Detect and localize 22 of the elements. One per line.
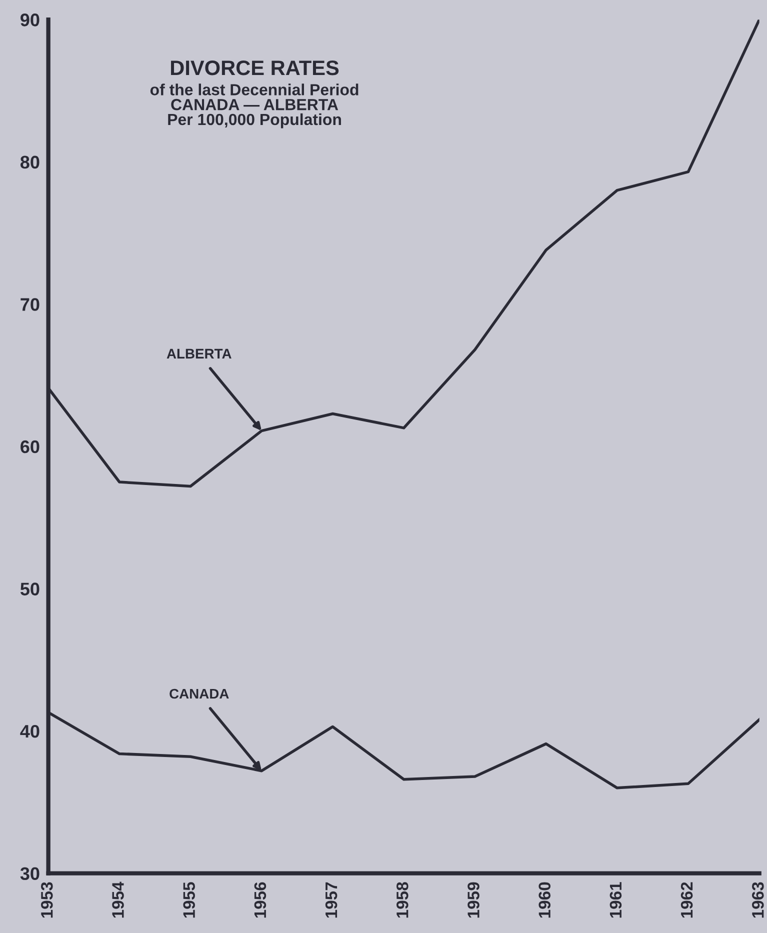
x-tick-label: 1958 xyxy=(396,882,408,918)
x-tick-label: 1960 xyxy=(538,882,550,918)
text: DIVORCE RATES xyxy=(171,60,339,76)
y-tick-label: 40 xyxy=(20,724,40,738)
x-tick-label: 1962 xyxy=(680,882,693,918)
x-tick-label: 1963 xyxy=(752,882,764,918)
y-tick-label: 60 xyxy=(20,440,40,454)
x-tick-label: 1954 xyxy=(112,882,124,918)
x-tick-label: 1961 xyxy=(610,882,622,918)
y-tick-label: 90 xyxy=(20,14,40,26)
x-tick-label: 1959 xyxy=(468,882,480,918)
text: of the last Decennial Period CANADA — ALBERTA Per 100,000 Population xyxy=(150,84,358,128)
y-tick-label: 70 xyxy=(20,298,40,311)
y-tick-label: 30 xyxy=(20,867,40,880)
x-tick-label: 1957 xyxy=(325,882,338,918)
annotation: ALBERTA xyxy=(166,348,232,358)
y-tick-label: 80 xyxy=(20,156,40,169)
y-tick-label: 50 xyxy=(20,582,40,596)
x-tick-label: 1955 xyxy=(183,882,195,918)
annotation: CANADA xyxy=(170,688,229,699)
x-tick-label: 1953 xyxy=(40,882,53,918)
x-tick-label: 1956 xyxy=(254,882,266,918)
